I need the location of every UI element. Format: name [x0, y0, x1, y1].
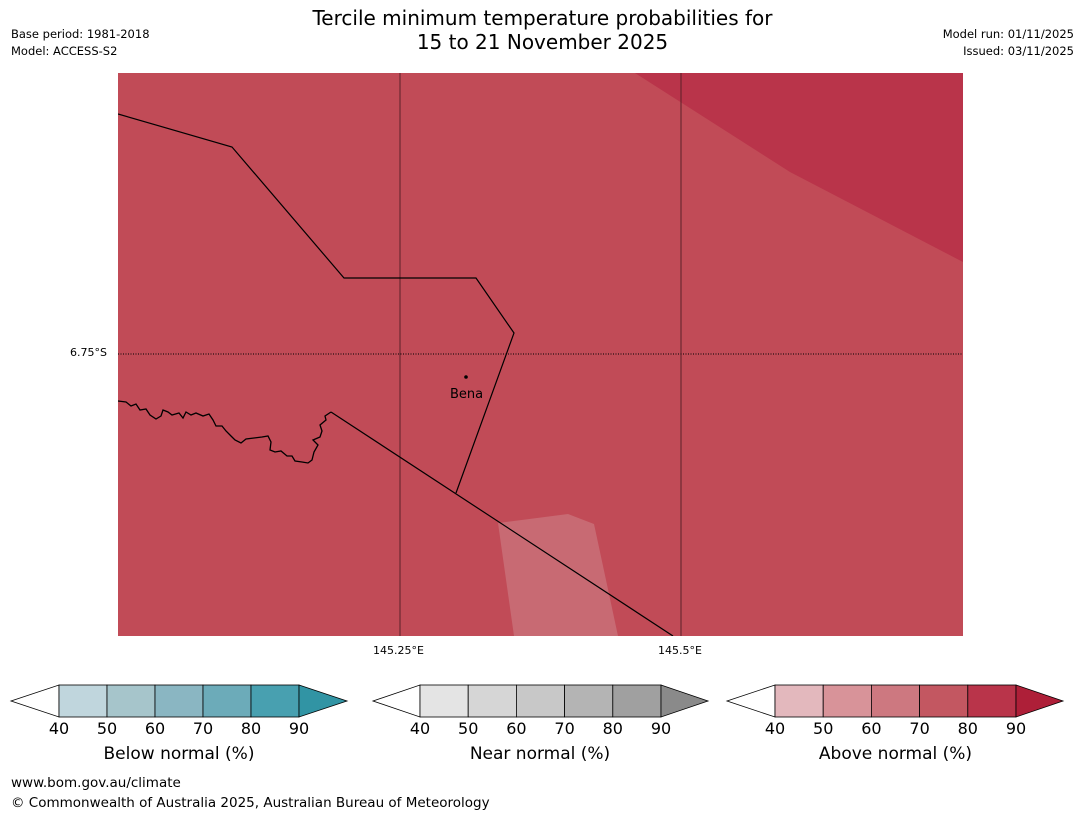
colorbar-tick-label: 80: [957, 719, 978, 738]
colorbar-segment: [250, 684, 300, 718]
colorbar-segment: [106, 684, 156, 718]
title-line-2: 15 to 21 November 2025: [416, 30, 669, 54]
colorbar-extend-low: [725, 684, 776, 718]
colorbar-segment: [516, 684, 566, 718]
colorbar-tick-label: 40: [48, 719, 70, 738]
colorbar-segment: [564, 684, 614, 718]
latitude-label: 6.75°S: [70, 346, 107, 359]
legend-title-above: Above normal (%): [818, 744, 973, 764]
model-name: Model: ACCESS-S2: [11, 44, 118, 58]
colorbar-tick-label: 90: [650, 719, 672, 738]
model-run: Model run: 01/11/2025: [942, 27, 1074, 41]
colorbar-extend-low: [371, 684, 421, 718]
base-period: Base period: 1981-2018: [11, 27, 150, 41]
title-line-1: Tercile minimum temperature probabilitie…: [312, 6, 773, 30]
colorbar-tick-label: 60: [144, 719, 166, 738]
province-boundary: [118, 113, 515, 494]
colorbar-extend-high: [1015, 684, 1065, 718]
colorbar-tick-label: 90: [288, 719, 310, 738]
colorbar-tick-label: 40: [764, 719, 786, 738]
colorbar-segment: [612, 684, 662, 718]
colorbar-segment: [774, 684, 824, 718]
colorbar-extend-high: [660, 684, 710, 718]
colorbar-segment: [467, 684, 517, 718]
colorbar-tick-label: 90: [1005, 719, 1027, 738]
colorbar-extend-low: [9, 684, 60, 718]
colorbar-tick-label: 70: [192, 719, 214, 738]
colorbar-tick-label: 60: [506, 719, 527, 738]
colorbar-tick-label: 60: [861, 719, 882, 738]
colorbar-tick-label: 50: [96, 719, 118, 738]
province-boundary-south: [330, 411, 674, 636]
colorbar-tick-label: 80: [602, 719, 623, 738]
colorbar-tick-label: 80: [240, 719, 262, 738]
colorbar-tick-label: 40: [409, 719, 431, 738]
longitude-label-145-5: 145.5°E: [658, 644, 702, 657]
legend-title-near: Near normal (%): [469, 744, 611, 764]
longitude-label-145-25: 145.25°E: [373, 644, 424, 657]
footer-website[interactable]: www.bom.gov.au/climate: [11, 775, 181, 791]
colorbar-tick-label: 70: [909, 719, 930, 738]
colorbar-segment: [822, 684, 872, 718]
legend-above-normal: [725, 684, 1065, 718]
issued-date: Issued: 03/11/2025: [963, 44, 1074, 58]
colorbar-segment: [919, 684, 969, 718]
legend-near-normal: [371, 684, 710, 718]
chart-title: Tercile minimum temperature probabilitie…: [0, 6, 1085, 54]
colorbar-segment: [58, 684, 108, 718]
colorbar-segment: [202, 684, 252, 718]
river-boundary: [118, 400, 332, 464]
lower-probability-region: [498, 514, 618, 636]
footer-copyright: © Commonwealth of Australia 2025, Austra…: [11, 795, 490, 811]
legend-below-normal: [9, 684, 349, 718]
colorbar-tick-label: 50: [458, 719, 479, 738]
bena-marker: [464, 375, 468, 379]
colorbar-tick-label: 70: [554, 719, 575, 738]
high-probability-region: [635, 73, 963, 262]
meta-right: Model run: 01/11/2025 Issued: 03/11/2025: [943, 26, 1074, 60]
legend-title-below: Below normal (%): [103, 744, 255, 764]
place-label-bena: Bena: [450, 387, 484, 402]
colorbar-extend-high: [298, 684, 349, 718]
colorbar-tick-label: 50: [813, 719, 834, 738]
colorbar-segment: [419, 684, 469, 718]
meta-left: Base period: 1981-2018 Model: ACCESS-S2: [11, 26, 150, 60]
colorbar-segment: [154, 684, 204, 718]
colorbar-segment: [967, 684, 1017, 718]
colorbar-segment: [871, 684, 921, 718]
map-area: [118, 73, 963, 636]
